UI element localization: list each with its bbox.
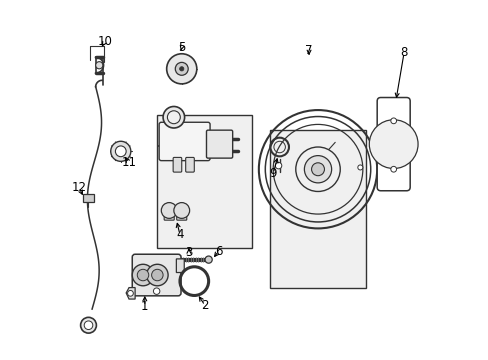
Text: 5: 5 (178, 41, 185, 54)
Polygon shape (176, 259, 184, 273)
Circle shape (304, 156, 331, 183)
Circle shape (295, 147, 340, 192)
Text: 9: 9 (269, 167, 276, 180)
Text: 1: 1 (141, 300, 148, 313)
Circle shape (81, 318, 96, 333)
Text: 11: 11 (122, 156, 136, 169)
FancyBboxPatch shape (173, 157, 182, 172)
Text: 6: 6 (215, 244, 222, 257)
FancyBboxPatch shape (176, 210, 186, 220)
Text: 12: 12 (71, 181, 86, 194)
Circle shape (311, 163, 324, 176)
Circle shape (174, 203, 189, 219)
Circle shape (110, 141, 131, 161)
Text: 10: 10 (97, 35, 112, 49)
Text: 2: 2 (201, 299, 208, 312)
Circle shape (161, 203, 177, 219)
FancyBboxPatch shape (159, 122, 210, 161)
Text: 4: 4 (176, 228, 183, 241)
Circle shape (179, 67, 183, 71)
FancyBboxPatch shape (185, 157, 194, 172)
Bar (83, 194, 94, 202)
Circle shape (96, 62, 102, 69)
Circle shape (167, 111, 180, 124)
Circle shape (115, 146, 126, 157)
Circle shape (151, 269, 163, 281)
Text: 8: 8 (400, 46, 407, 59)
Circle shape (357, 165, 362, 170)
FancyBboxPatch shape (164, 210, 174, 220)
Circle shape (146, 264, 168, 286)
Circle shape (127, 291, 133, 296)
Circle shape (204, 256, 212, 263)
Circle shape (275, 162, 281, 169)
Text: 7: 7 (305, 44, 312, 57)
FancyBboxPatch shape (206, 130, 232, 158)
Circle shape (390, 166, 396, 172)
Circle shape (175, 62, 188, 75)
FancyBboxPatch shape (376, 98, 409, 191)
Circle shape (153, 288, 160, 294)
Circle shape (163, 107, 184, 128)
FancyBboxPatch shape (132, 254, 181, 296)
Text: 3: 3 (185, 246, 192, 259)
Circle shape (84, 321, 93, 329)
Circle shape (132, 264, 153, 286)
Bar (156, 116, 251, 248)
Circle shape (368, 120, 417, 168)
Circle shape (166, 54, 196, 84)
Circle shape (390, 118, 396, 124)
Circle shape (137, 269, 148, 281)
Polygon shape (126, 288, 135, 299)
Bar (269, 130, 366, 288)
